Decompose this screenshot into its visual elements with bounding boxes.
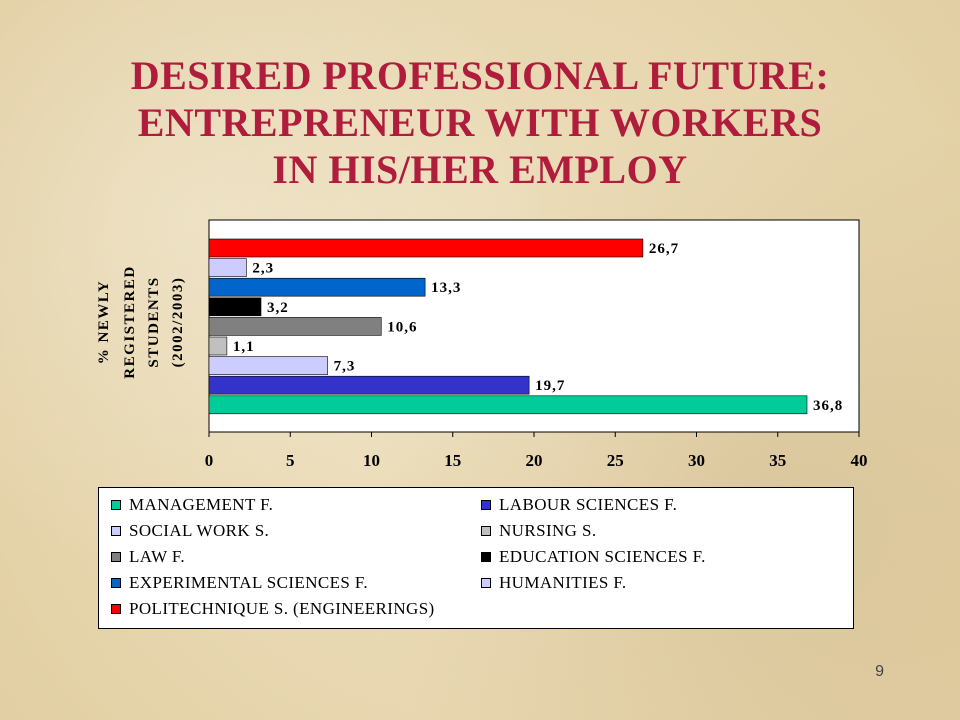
legend-swatch xyxy=(481,526,491,536)
legend-item-5: LAW F. xyxy=(111,546,185,568)
bar-1 xyxy=(208,238,644,258)
slide-title: DESIRED PROFESSIONAL FUTURE: ENTREPRENEU… xyxy=(0,52,960,193)
legend-label: HUMANITIES F. xyxy=(499,573,627,592)
bar-value-label-2: 2,3 xyxy=(252,261,274,277)
legend-label: POLITECHNIQUE S. (ENGINEERINGS) xyxy=(129,599,435,618)
x-axis: 0 5 10 15 20 25 30 35 40 xyxy=(205,432,868,470)
title-line-2: ENTREPRENEUR WITH WORKERS xyxy=(137,100,823,145)
x-tick-label-35: 35 xyxy=(769,451,786,470)
bar-3 xyxy=(208,277,426,297)
legend-swatch xyxy=(111,526,121,536)
x-tick-label-30: 30 xyxy=(688,451,705,470)
legend-swatch xyxy=(481,578,491,588)
bar-5 xyxy=(208,317,382,336)
legend-label: EXPERIMENTAL SCIENCES F. xyxy=(129,573,369,592)
legend-item-8: HUMANITIES F. xyxy=(481,572,627,594)
legend-item-4: NURSING S. xyxy=(481,520,597,542)
y-axis-label-line-1: % NEWLY xyxy=(96,280,112,365)
bar-value-label-8: 19,7 xyxy=(535,378,565,394)
legend-swatch xyxy=(111,500,121,510)
y-axis-label-line-4: (2002/2003) xyxy=(170,277,186,368)
bar-2 xyxy=(208,258,247,277)
legend-item-6: EDUCATION SCIENCES F. xyxy=(481,546,706,568)
chart-legend: MANAGEMENT F. LABOUR SCIENCES F. SOCIAL WO… xyxy=(98,487,854,629)
legend-label: SOCIAL WORK S. xyxy=(129,521,270,540)
y-axis-label: % NEWLY REGISTERED STUDENTS (2002/2003) xyxy=(96,265,186,378)
legend-label: MANAGEMENT F. xyxy=(129,495,274,514)
x-tick-label-10: 10 xyxy=(363,451,380,470)
bar-8 xyxy=(208,375,530,395)
legend-item-2: LABOUR SCIENCES F. xyxy=(481,494,677,516)
title-line-1: DESIRED PROFESSIONAL FUTURE: xyxy=(130,53,830,98)
x-tick-label-25: 25 xyxy=(607,451,624,470)
legend-label: NURSING S. xyxy=(499,521,597,540)
x-tick-label-40: 40 xyxy=(851,451,868,470)
bar-value-label-4: 3,2 xyxy=(267,300,289,316)
legend-swatch xyxy=(111,552,121,562)
legend-label: LABOUR SCIENCES F. xyxy=(499,495,678,514)
bar-value-label-5: 10,6 xyxy=(387,319,417,335)
bar-4 xyxy=(208,297,262,317)
x-tick-label-20: 20 xyxy=(526,451,543,470)
legend-swatch xyxy=(481,500,491,510)
legend-swatch xyxy=(481,552,491,562)
y-axis-label-line-3: STUDENTS xyxy=(146,276,162,367)
page-number: 9 xyxy=(875,663,884,680)
bar-6 xyxy=(208,336,228,356)
y-axis-label-line-2: REGISTERED xyxy=(122,265,138,378)
legend-swatch xyxy=(111,604,121,614)
legend-swatch xyxy=(111,578,121,588)
legend-item-7: EXPERIMENTAL SCIENCES F. xyxy=(111,572,368,594)
bar-9 xyxy=(208,395,808,415)
bar-value-label-1: 26,7 xyxy=(649,241,679,257)
bar-value-label-3: 13,3 xyxy=(431,280,461,296)
x-tick-label-5: 5 xyxy=(286,451,295,470)
bars: 26,7 2,3 13,3 3,2 10,6 1,1 7,3 19,7 36,8 xyxy=(208,238,843,415)
title-line-3: IN HIS/HER EMPLOY xyxy=(272,147,688,192)
x-tick-label-0: 0 xyxy=(205,451,214,470)
bar-value-label-9: 36,8 xyxy=(813,398,843,414)
legend-label: EDUCATION SCIENCES F. xyxy=(499,547,706,566)
legend-item-1: MANAGEMENT F. xyxy=(111,494,273,516)
bar-value-label-6: 1,1 xyxy=(233,339,255,355)
legend-label: LAW F. xyxy=(129,547,186,566)
bar-value-label-7: 7,3 xyxy=(334,359,356,375)
x-tick-label-15: 15 xyxy=(444,451,461,470)
bar-7 xyxy=(208,356,328,375)
legend-item-3: SOCIAL WORK S. xyxy=(111,520,269,542)
legend-item-9: POLITECHNIQUE S. (ENGINEERINGS) xyxy=(111,598,435,620)
